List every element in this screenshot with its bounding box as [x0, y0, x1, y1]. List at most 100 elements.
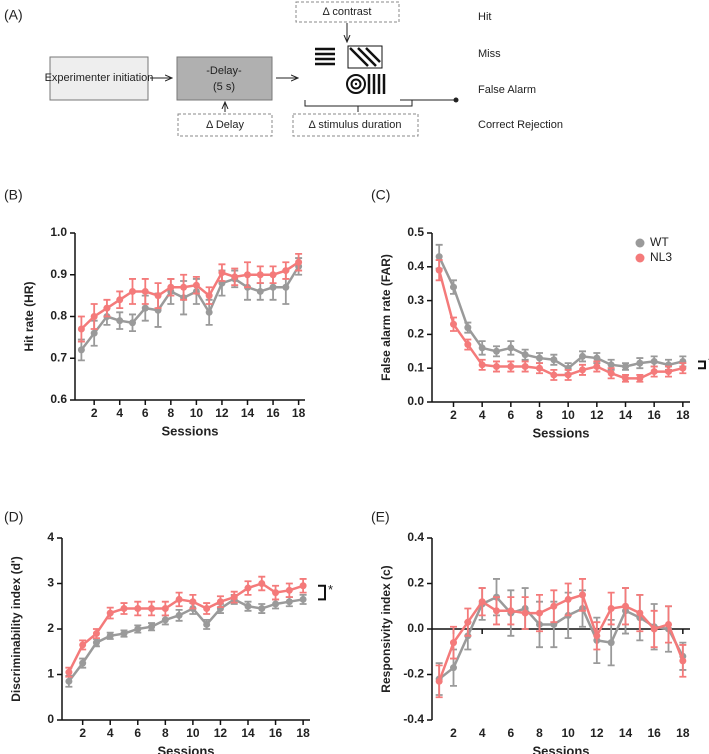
panel-label: (B)	[4, 187, 23, 203]
point	[435, 677, 443, 685]
x-tick-label: 4	[479, 408, 486, 422]
panel-label: (E)	[371, 509, 390, 525]
point	[564, 595, 572, 603]
point	[450, 664, 457, 672]
x-axis-label: Sessions	[532, 743, 589, 754]
point	[550, 371, 558, 379]
point	[493, 607, 500, 615]
point	[106, 632, 114, 640]
y-tick-label: 0.2	[407, 576, 424, 590]
point	[478, 361, 486, 369]
series-line	[438, 256, 684, 370]
point	[507, 363, 515, 371]
point	[593, 363, 601, 371]
point	[244, 271, 251, 279]
point	[593, 354, 601, 362]
series-line	[80, 265, 300, 351]
point	[295, 258, 303, 266]
point	[536, 609, 543, 617]
point	[282, 267, 290, 275]
point	[256, 287, 264, 295]
delta-contrast-box	[295, 1, 400, 23]
panel-label: (C)	[371, 187, 390, 203]
point	[205, 292, 213, 300]
point	[161, 616, 169, 624]
point	[607, 361, 615, 369]
point	[77, 325, 85, 333]
point	[65, 677, 73, 685]
x-tick-label: 12	[590, 408, 604, 422]
point	[493, 347, 500, 355]
y-tick-label: 0.6	[50, 392, 67, 406]
delta-delay-box	[177, 113, 273, 137]
point	[129, 319, 136, 327]
point	[536, 354, 543, 362]
x-tick-label: 14	[241, 406, 255, 420]
point	[175, 595, 183, 603]
point	[607, 605, 615, 613]
point	[285, 586, 293, 594]
point	[258, 605, 266, 613]
point	[450, 283, 457, 291]
point	[622, 374, 629, 382]
x-tick-label: 4	[107, 726, 114, 740]
legend-marker	[635, 238, 645, 248]
point	[679, 657, 687, 665]
y-axis-label: False alarm rate (FAR)	[379, 254, 393, 381]
delta-duration-box	[292, 113, 419, 137]
series-line	[67, 582, 304, 673]
y-tick-label: 0.1	[407, 360, 424, 374]
point	[79, 641, 87, 649]
initiation-box	[49, 56, 149, 101]
significance-bracket	[318, 584, 326, 601]
x-tick-label: 4	[116, 406, 123, 420]
significance-bracket	[698, 360, 706, 370]
point	[116, 317, 124, 325]
y-tick-label: 2	[47, 621, 54, 635]
point	[564, 371, 572, 379]
delay-box	[176, 56, 273, 101]
point	[244, 602, 252, 610]
x-tick-label: 18	[292, 406, 306, 420]
point	[90, 313, 98, 320]
x-tick-label: 16	[647, 726, 661, 740]
point	[478, 344, 486, 352]
x-axis-label: Sessions	[161, 423, 218, 438]
x-tick-label: 14	[619, 408, 633, 422]
point	[189, 598, 197, 606]
x-axis-label: Sessions	[532, 425, 589, 440]
point	[120, 630, 128, 638]
point	[435, 266, 443, 274]
chart: (B) 0.6 0.7 0.8 0.9 1.0 2 4 6 8 10 12 14 16 18 Sessions…	[4, 187, 306, 439]
point	[203, 620, 211, 628]
x-tick-label: 6	[134, 726, 141, 740]
y-tick-label: -0.2	[403, 667, 424, 681]
initiation-text: Experimenter initiation	[45, 72, 154, 84]
y-axis-label: Hit rate (HR)	[22, 281, 36, 351]
point	[92, 630, 100, 638]
y-tick-label: 0.8	[50, 309, 67, 323]
point	[175, 611, 183, 619]
x-tick-label: 18	[296, 726, 310, 740]
point	[299, 595, 307, 603]
point	[579, 591, 586, 599]
x-tick-label: 16	[266, 406, 280, 420]
point	[90, 329, 98, 337]
x-tick-label: 16	[269, 726, 283, 740]
legend-label: WT	[650, 235, 669, 249]
point	[636, 609, 644, 617]
point	[507, 344, 515, 352]
x-tick-label: 2	[91, 406, 98, 420]
y-axis-label: Discriminability index (d')	[9, 556, 23, 702]
point	[464, 618, 472, 626]
point	[192, 281, 200, 289]
x-tick-label: 12	[590, 726, 604, 740]
point	[665, 620, 672, 628]
point	[256, 271, 264, 279]
point	[77, 346, 85, 354]
x-tick-label: 10	[561, 408, 575, 422]
point	[218, 269, 226, 277]
point	[550, 356, 558, 364]
x-tick-label: 14	[241, 726, 255, 740]
